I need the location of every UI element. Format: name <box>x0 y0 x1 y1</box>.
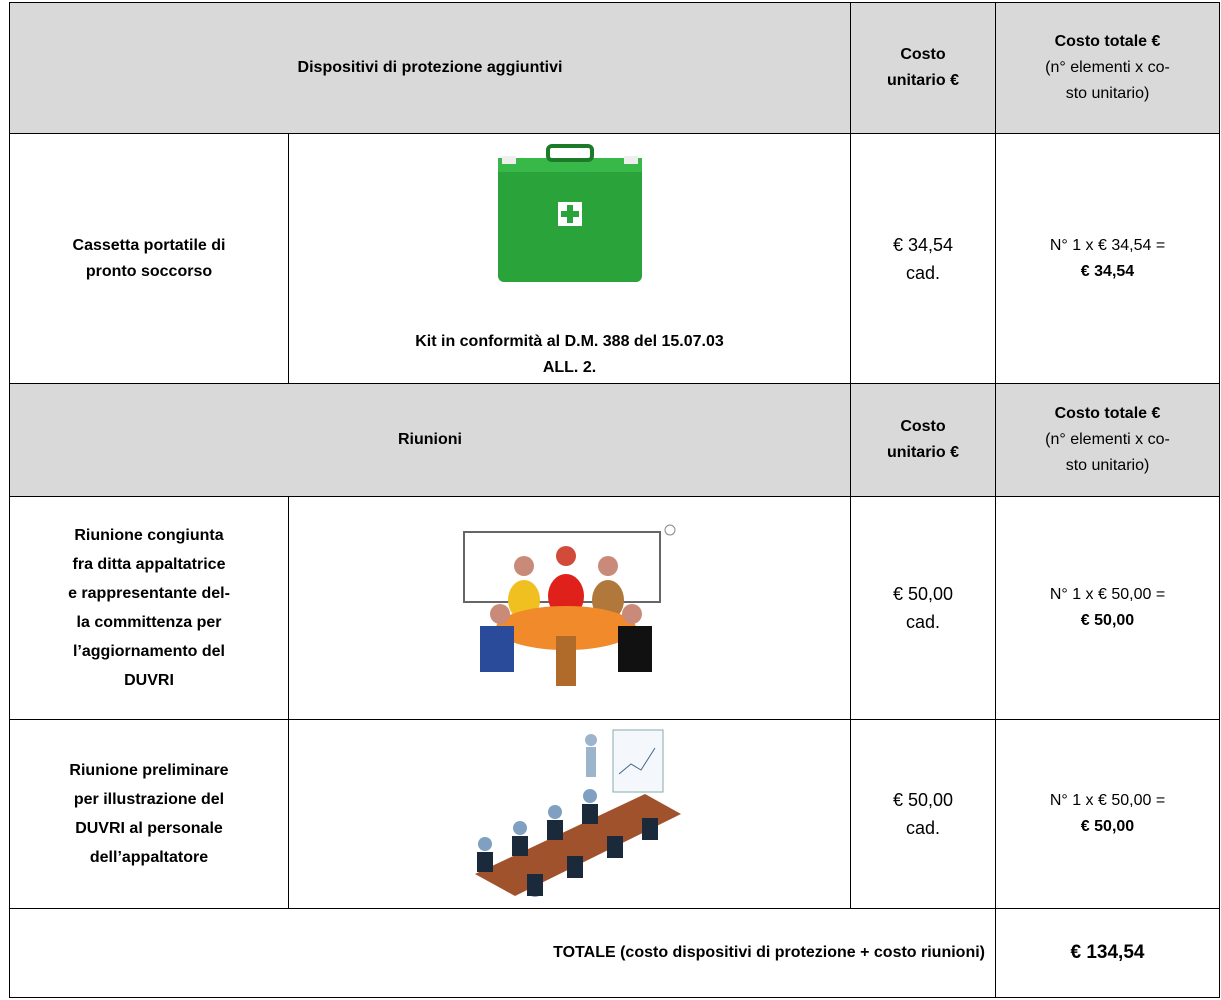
item-row: Riunione preliminare per illustrazione de… <box>9 719 1220 909</box>
text: dell’appaltatore <box>89 849 209 866</box>
text: sto unitario) <box>1065 457 1150 474</box>
total-label: TOTALE (costo dispositivi di protezione … <box>9 908 996 998</box>
cost-table: Dispositivi di protezione aggiuntivi Cos… <box>9 2 1220 998</box>
text: € 50,00 <box>1080 818 1135 835</box>
total-cost: N° 1 x € 50,00 = € 50,00 <box>995 496 1220 720</box>
text: unitario € <box>886 444 959 461</box>
header-row: Riunioni Costo unitario € Costo totale € (… <box>9 383 1220 497</box>
text: fra ditta appaltatrice <box>72 556 226 573</box>
text: € 34,54 <box>892 234 954 255</box>
latch <box>501 156 516 164</box>
text: Costo totale € <box>1054 405 1161 422</box>
person <box>617 626 652 672</box>
text: (n° elementi x co- <box>1045 59 1170 76</box>
total-cost-header: Costo totale € (n° elementi x co-sto unit… <box>995 383 1220 497</box>
meeting-illustration <box>462 524 675 686</box>
unit-cost: € 50,00 cad. <box>850 719 996 909</box>
person <box>479 626 514 672</box>
cross <box>560 211 579 217</box>
text: cad. <box>905 612 941 632</box>
presenter <box>585 747 596 777</box>
text: Kit in conformità al D.M. 388 del 15.07.… <box>415 333 724 350</box>
text: Riunione congiunta <box>74 527 224 544</box>
total-cost-header: Costo totale € (n° elementi x co-sto unit… <box>995 2 1220 134</box>
text: TOTALE (costo dispositivi di protezione … <box>553 944 985 961</box>
presenter <box>584 734 597 746</box>
item-image-cell: Kit in conformità al D.M. 388 del 15.07.… <box>288 133 851 384</box>
clock <box>664 524 675 536</box>
latch <box>623 156 638 164</box>
text: Costo <box>900 46 946 63</box>
boardroom-illustration <box>474 729 681 897</box>
total-cost: N° 1 x € 50,00 = € 50,00 <box>995 719 1220 909</box>
text: l’aggiornamento del <box>72 643 225 660</box>
text: DUVRI <box>124 672 174 689</box>
item-name: Cassetta portatile di pronto soccorso <box>9 133 289 384</box>
head <box>513 556 534 576</box>
text: (n° elementi x co- <box>1045 431 1170 448</box>
item-name: Riunione congiunta fra ditta appaltatrice… <box>9 496 289 720</box>
text: Riunioni <box>398 431 462 448</box>
text: Costo <box>900 418 946 435</box>
unit-cost-header: Costo unitario € <box>850 2 996 134</box>
table <box>495 606 636 650</box>
text: € 50,00 <box>892 790 954 810</box>
text: N° 1 x € 50,00 = <box>1049 792 1166 809</box>
text: DUVRI al personale <box>75 820 223 837</box>
chart-line <box>618 747 655 775</box>
text: per illustrazione del <box>73 791 225 808</box>
first-aid-case <box>497 144 642 282</box>
item-row: Riunione congiunta fra ditta appaltatrice… <box>9 496 1220 720</box>
head <box>489 604 510 624</box>
head <box>597 556 618 576</box>
person <box>555 636 576 686</box>
text: € 34,54 <box>1080 262 1135 280</box>
case-top <box>497 158 642 172</box>
text: Riunione preliminare <box>69 762 229 779</box>
head <box>621 604 642 624</box>
caption: Kit in conformità al D.M. 388 del 15.07.… <box>289 329 850 381</box>
text: Dispositivi di protezione aggiuntivi <box>297 59 563 76</box>
text: cad. <box>905 262 941 283</box>
section-title: Riunioni <box>9 383 851 497</box>
total-row: TOTALE (costo dispositivi di protezione … <box>9 908 1220 998</box>
flipchart <box>612 729 663 793</box>
head <box>555 546 576 566</box>
text: € 134,54 <box>1070 942 1145 963</box>
text: Cassetta portatile di <box>72 236 226 254</box>
item-name: Riunione preliminare per illustrazione de… <box>9 719 289 909</box>
text: sto unitario) <box>1065 85 1150 102</box>
item-image-cell <box>288 719 851 909</box>
item-image-cell <box>288 496 851 720</box>
table <box>474 794 681 896</box>
text: cad. <box>905 818 941 838</box>
text: la committenza per <box>76 614 222 631</box>
unit-cost: € 34,54 cad. <box>850 133 996 384</box>
text: e rappresentante del- <box>68 585 230 602</box>
section-title: Dispositivi di protezione aggiuntivi <box>9 2 851 134</box>
unit-cost-header: Costo unitario € <box>850 383 996 497</box>
text: € 50,00 <box>892 584 954 604</box>
text: pronto soccorso <box>85 262 213 280</box>
item-row: Cassetta portatile di pronto soccorso Kit… <box>9 133 1220 384</box>
chairs <box>476 804 658 896</box>
text: unitario € <box>886 72 959 89</box>
text: N° 1 x € 34,54 = <box>1049 236 1166 254</box>
total-cost: N° 1 x € 34,54 = € 34,54 <box>995 133 1220 384</box>
handle <box>545 144 594 162</box>
total-amount: € 134,54 <box>995 908 1220 998</box>
text: € 50,00 <box>1080 612 1135 629</box>
text: N° 1 x € 50,00 = <box>1049 586 1166 603</box>
text: Costo totale € <box>1054 33 1161 50</box>
unit-cost: € 50,00 cad. <box>850 496 996 720</box>
text: ALL. 2. <box>542 359 597 376</box>
header-row: Dispositivi di protezione aggiuntivi Cos… <box>9 2 1220 134</box>
